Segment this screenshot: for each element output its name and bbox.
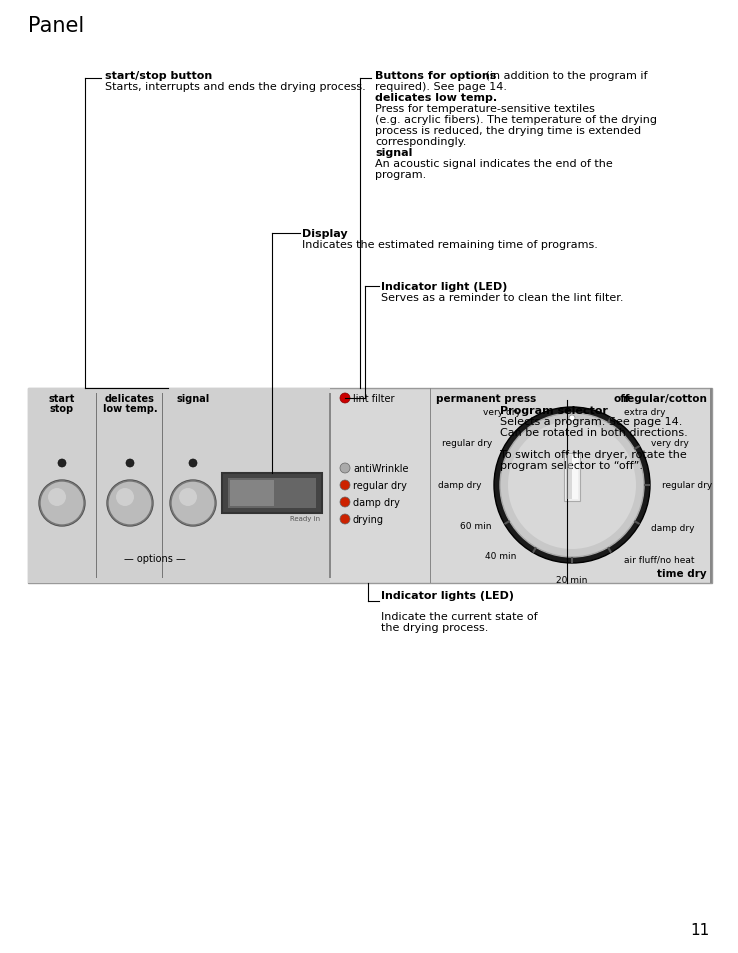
- Circle shape: [569, 416, 575, 421]
- Bar: [28, 389, 712, 583]
- Circle shape: [340, 497, 350, 507]
- Text: 11: 11: [691, 923, 710, 937]
- Text: process is reduced, the drying time is extended: process is reduced, the drying time is e…: [375, 126, 641, 136]
- Text: off: off: [614, 394, 630, 403]
- Text: Buttons for options: Buttons for options: [375, 71, 497, 81]
- Bar: [28, 389, 330, 583]
- Bar: [329, 394, 331, 578]
- Circle shape: [340, 463, 350, 474]
- Bar: [96, 394, 97, 578]
- Text: extra dry: extra dry: [624, 407, 665, 416]
- Text: the drying process.: the drying process.: [381, 622, 489, 633]
- Text: Indicates the estimated remaining time of programs.: Indicates the estimated remaining time o…: [302, 240, 598, 250]
- Text: program selector to “off”.: program selector to “off”.: [500, 460, 643, 471]
- Text: Indicator lights (LED): Indicator lights (LED): [381, 590, 514, 600]
- Circle shape: [126, 459, 134, 468]
- Circle shape: [58, 459, 66, 468]
- Bar: [710, 389, 712, 583]
- Text: Indicator light (LED): Indicator light (LED): [381, 282, 507, 292]
- Bar: [162, 394, 163, 578]
- Circle shape: [108, 481, 152, 525]
- Text: (e.g. acrylic fibers). The temperature of the drying: (e.g. acrylic fibers). The temperature o…: [375, 115, 657, 125]
- Circle shape: [116, 489, 134, 506]
- Text: 60 min: 60 min: [461, 522, 492, 531]
- Text: damp dry: damp dry: [438, 481, 482, 490]
- Bar: [566, 456, 572, 499]
- Text: correspondingly.: correspondingly.: [375, 137, 466, 147]
- Text: An acoustic signal indicates the end of the: An acoustic signal indicates the end of …: [375, 159, 613, 169]
- Text: 20 min: 20 min: [556, 576, 587, 584]
- Text: Press for temperature-sensitive textiles: Press for temperature-sensitive textiles: [375, 104, 595, 113]
- Bar: [564, 454, 580, 501]
- Text: drying: drying: [353, 515, 384, 524]
- Circle shape: [39, 480, 85, 526]
- Text: signal: signal: [375, 148, 413, 158]
- Circle shape: [508, 421, 636, 550]
- Text: very dry: very dry: [483, 407, 520, 416]
- Text: air fluff/no heat: air fluff/no heat: [624, 555, 694, 563]
- Text: — options —: — options —: [124, 554, 186, 563]
- Text: start/stop button: start/stop button: [105, 71, 213, 81]
- Circle shape: [179, 489, 197, 506]
- Bar: [228, 478, 316, 509]
- Text: lint filter: lint filter: [353, 394, 395, 403]
- Circle shape: [171, 481, 215, 525]
- Text: Serves as a reminder to clean the lint filter.: Serves as a reminder to clean the lint f…: [381, 293, 624, 303]
- Text: damp dry: damp dry: [353, 497, 400, 507]
- Bar: [430, 389, 431, 583]
- Text: stop: stop: [50, 403, 74, 414]
- Text: low temp.: low temp.: [103, 403, 157, 414]
- Text: Ready in: Ready in: [290, 516, 320, 521]
- Text: damp dry: damp dry: [652, 523, 695, 532]
- Text: Panel: Panel: [28, 16, 84, 36]
- Circle shape: [40, 481, 84, 525]
- Text: Selects a program. See page 14.: Selects a program. See page 14.: [500, 416, 683, 427]
- Circle shape: [494, 408, 650, 563]
- Circle shape: [170, 480, 216, 526]
- Text: To switch off the dryer, rotate the: To switch off the dryer, rotate the: [500, 450, 687, 459]
- Text: delicates low temp.: delicates low temp.: [375, 92, 497, 103]
- Text: delicates: delicates: [105, 394, 155, 403]
- Text: regular/cotton: regular/cotton: [622, 394, 707, 403]
- Circle shape: [48, 489, 66, 506]
- Text: signal: signal: [176, 394, 210, 403]
- Text: Program selector: Program selector: [500, 406, 608, 416]
- Text: antiWrinkle: antiWrinkle: [353, 463, 409, 474]
- Circle shape: [189, 459, 197, 468]
- Text: Starts, interrupts and ends the drying process.: Starts, interrupts and ends the drying p…: [105, 82, 366, 91]
- Text: Indicate the current state of: Indicate the current state of: [381, 612, 537, 621]
- Bar: [222, 474, 322, 514]
- Text: permanent press: permanent press: [436, 394, 537, 403]
- Text: start: start: [49, 394, 75, 403]
- Circle shape: [340, 515, 350, 524]
- Text: (in addition to the program if: (in addition to the program if: [482, 71, 647, 81]
- Circle shape: [500, 414, 644, 558]
- Text: 40 min: 40 min: [485, 552, 517, 560]
- Text: regular dry: regular dry: [662, 481, 712, 490]
- Text: required). See page 14.: required). See page 14.: [375, 82, 507, 91]
- Text: Can be rotated in both directions.: Can be rotated in both directions.: [500, 428, 688, 437]
- Text: regular dry: regular dry: [442, 438, 492, 448]
- Text: Display: Display: [302, 229, 348, 239]
- Text: time dry: time dry: [658, 568, 707, 578]
- Bar: [230, 480, 274, 506]
- Bar: [566, 456, 578, 499]
- Text: program.: program.: [375, 170, 427, 180]
- Text: regular dry: regular dry: [353, 480, 407, 491]
- Circle shape: [340, 394, 350, 403]
- Circle shape: [340, 480, 350, 491]
- Text: very dry: very dry: [652, 438, 689, 448]
- Circle shape: [107, 480, 153, 526]
